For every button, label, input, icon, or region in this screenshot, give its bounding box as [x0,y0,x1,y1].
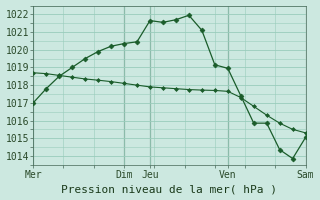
X-axis label: Pression niveau de la mer( hPa ): Pression niveau de la mer( hPa ) [61,184,277,194]
